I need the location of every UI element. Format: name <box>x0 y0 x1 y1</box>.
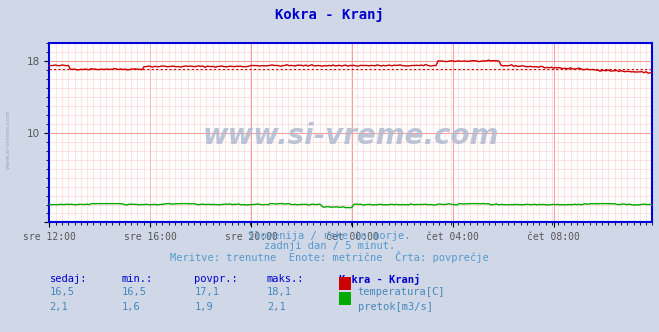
Text: 16,5: 16,5 <box>49 287 74 297</box>
Text: 16,5: 16,5 <box>122 287 147 297</box>
Text: pretok[m3/s]: pretok[m3/s] <box>358 302 433 312</box>
Text: zadnji dan / 5 minut.: zadnji dan / 5 minut. <box>264 241 395 251</box>
Text: www.si-vreme.com: www.si-vreme.com <box>6 110 11 169</box>
Text: min.:: min.: <box>122 274 153 284</box>
Text: maks.:: maks.: <box>267 274 304 284</box>
Text: sedaj:: sedaj: <box>49 274 87 284</box>
Text: povpr.:: povpr.: <box>194 274 238 284</box>
Text: Meritve: trenutne  Enote: metrične  Črta: povprečje: Meritve: trenutne Enote: metrične Črta: … <box>170 251 489 263</box>
Text: Kokra - Kranj: Kokra - Kranj <box>275 8 384 23</box>
Text: 17,1: 17,1 <box>194 287 219 297</box>
Text: 2,1: 2,1 <box>267 302 285 312</box>
Text: 1,6: 1,6 <box>122 302 140 312</box>
Text: 2,1: 2,1 <box>49 302 68 312</box>
Text: www.si-vreme.com: www.si-vreme.com <box>203 123 499 150</box>
Text: Slovenija / reke in morje.: Slovenija / reke in morje. <box>248 231 411 241</box>
Text: temperatura[C]: temperatura[C] <box>358 287 445 297</box>
Text: 1,9: 1,9 <box>194 302 213 312</box>
Text: 18,1: 18,1 <box>267 287 292 297</box>
Text: Kokra - Kranj: Kokra - Kranj <box>339 274 420 285</box>
